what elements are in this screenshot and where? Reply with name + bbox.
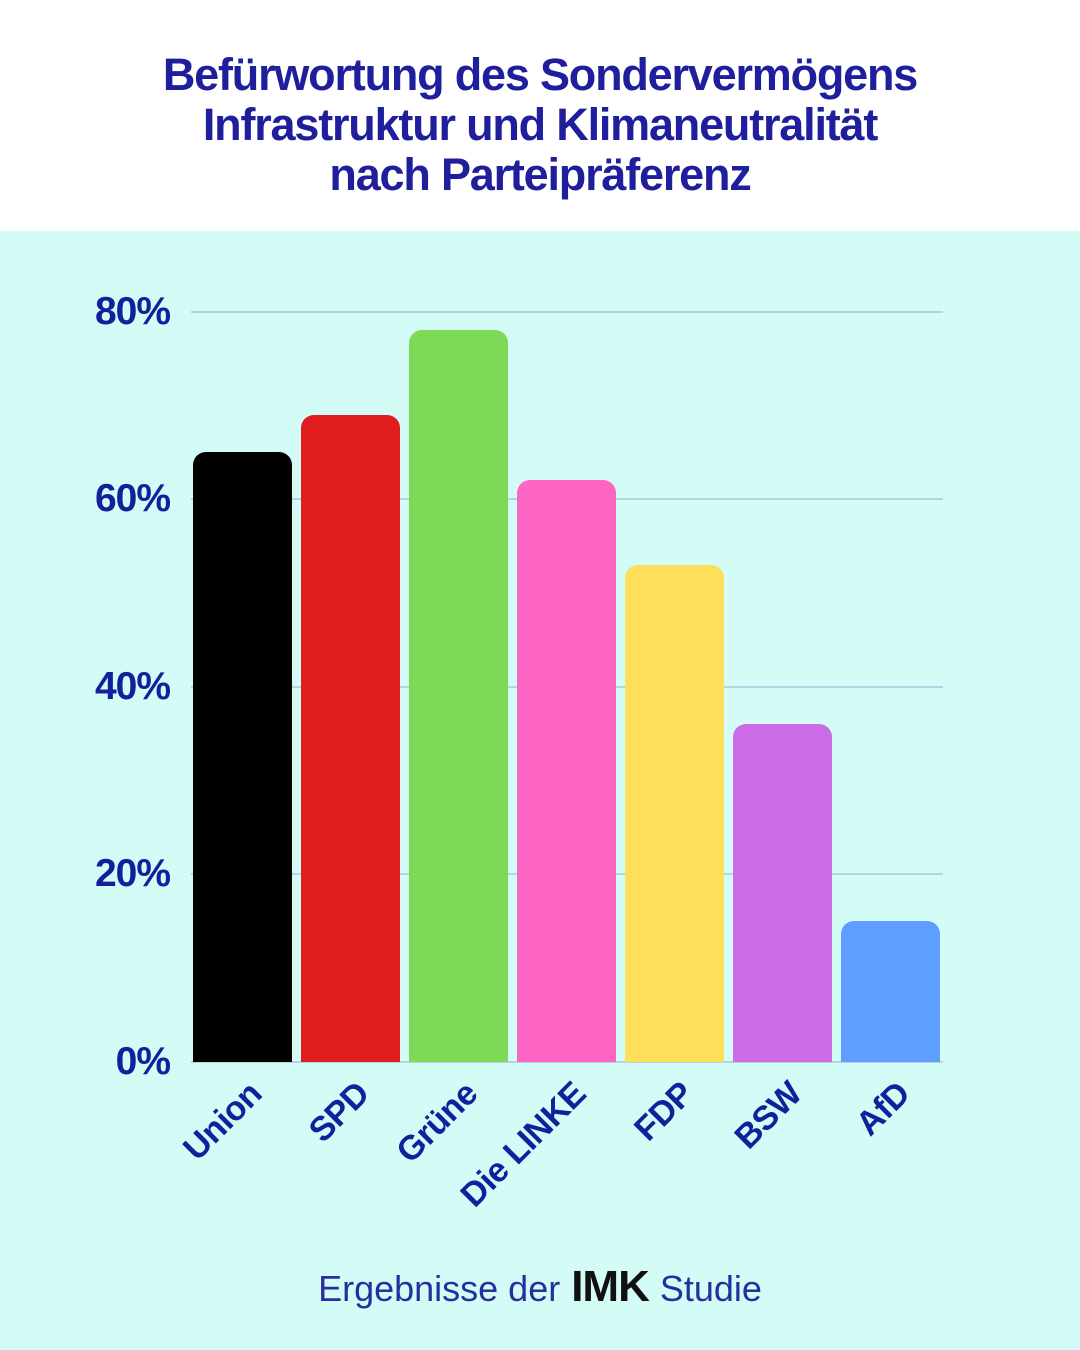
y-axis-tick-label-60: 60%	[94, 477, 171, 521]
source-caption-brand: IMK	[571, 1262, 650, 1311]
x-axis-label-afd: AfD	[848, 1074, 917, 1144]
bar-fdp	[625, 564, 724, 1062]
y-axis-tick-label-20: 20%	[94, 852, 171, 896]
chart-title-line-3: nach Parteipräferenz	[329, 148, 751, 200]
x-axis-label-gruene: Grüne	[389, 1074, 485, 1171]
bar-gruene	[409, 330, 508, 1062]
x-axis-label-union: Union	[175, 1074, 269, 1168]
gridline-0	[191, 1061, 943, 1063]
bar-bsw	[733, 724, 832, 1062]
x-axis-label-fdp: FDP	[627, 1074, 701, 1149]
chart-title-line-1: Befürwortung des Sondervermögens	[162, 48, 918, 100]
x-axis-label-spd: SPD	[301, 1074, 377, 1150]
title-band: Befürwortung des Sondervermögens Infrast…	[0, 0, 1080, 231]
bar-afd	[841, 921, 940, 1062]
y-axis-tick-label-40: 40%	[94, 664, 171, 708]
y-axis-tick-label-0: 0%	[115, 1040, 171, 1083]
source-caption: Ergebnisse der IMK Studie	[0, 1262, 1080, 1312]
bar-die-linke	[517, 480, 616, 1062]
x-axis-label-bsw: BSW	[727, 1074, 809, 1157]
source-caption-prefix: Ergebnisse der	[318, 1268, 561, 1309]
gridline-80	[191, 310, 943, 313]
source-caption-suffix: Studie	[659, 1268, 762, 1309]
chart-title-line-2: Infrastruktur und Klimaneutralität	[202, 98, 878, 150]
bar-spd	[301, 414, 400, 1062]
bar-union	[193, 452, 292, 1062]
y-axis-tick-label-80: 80%	[94, 289, 171, 333]
